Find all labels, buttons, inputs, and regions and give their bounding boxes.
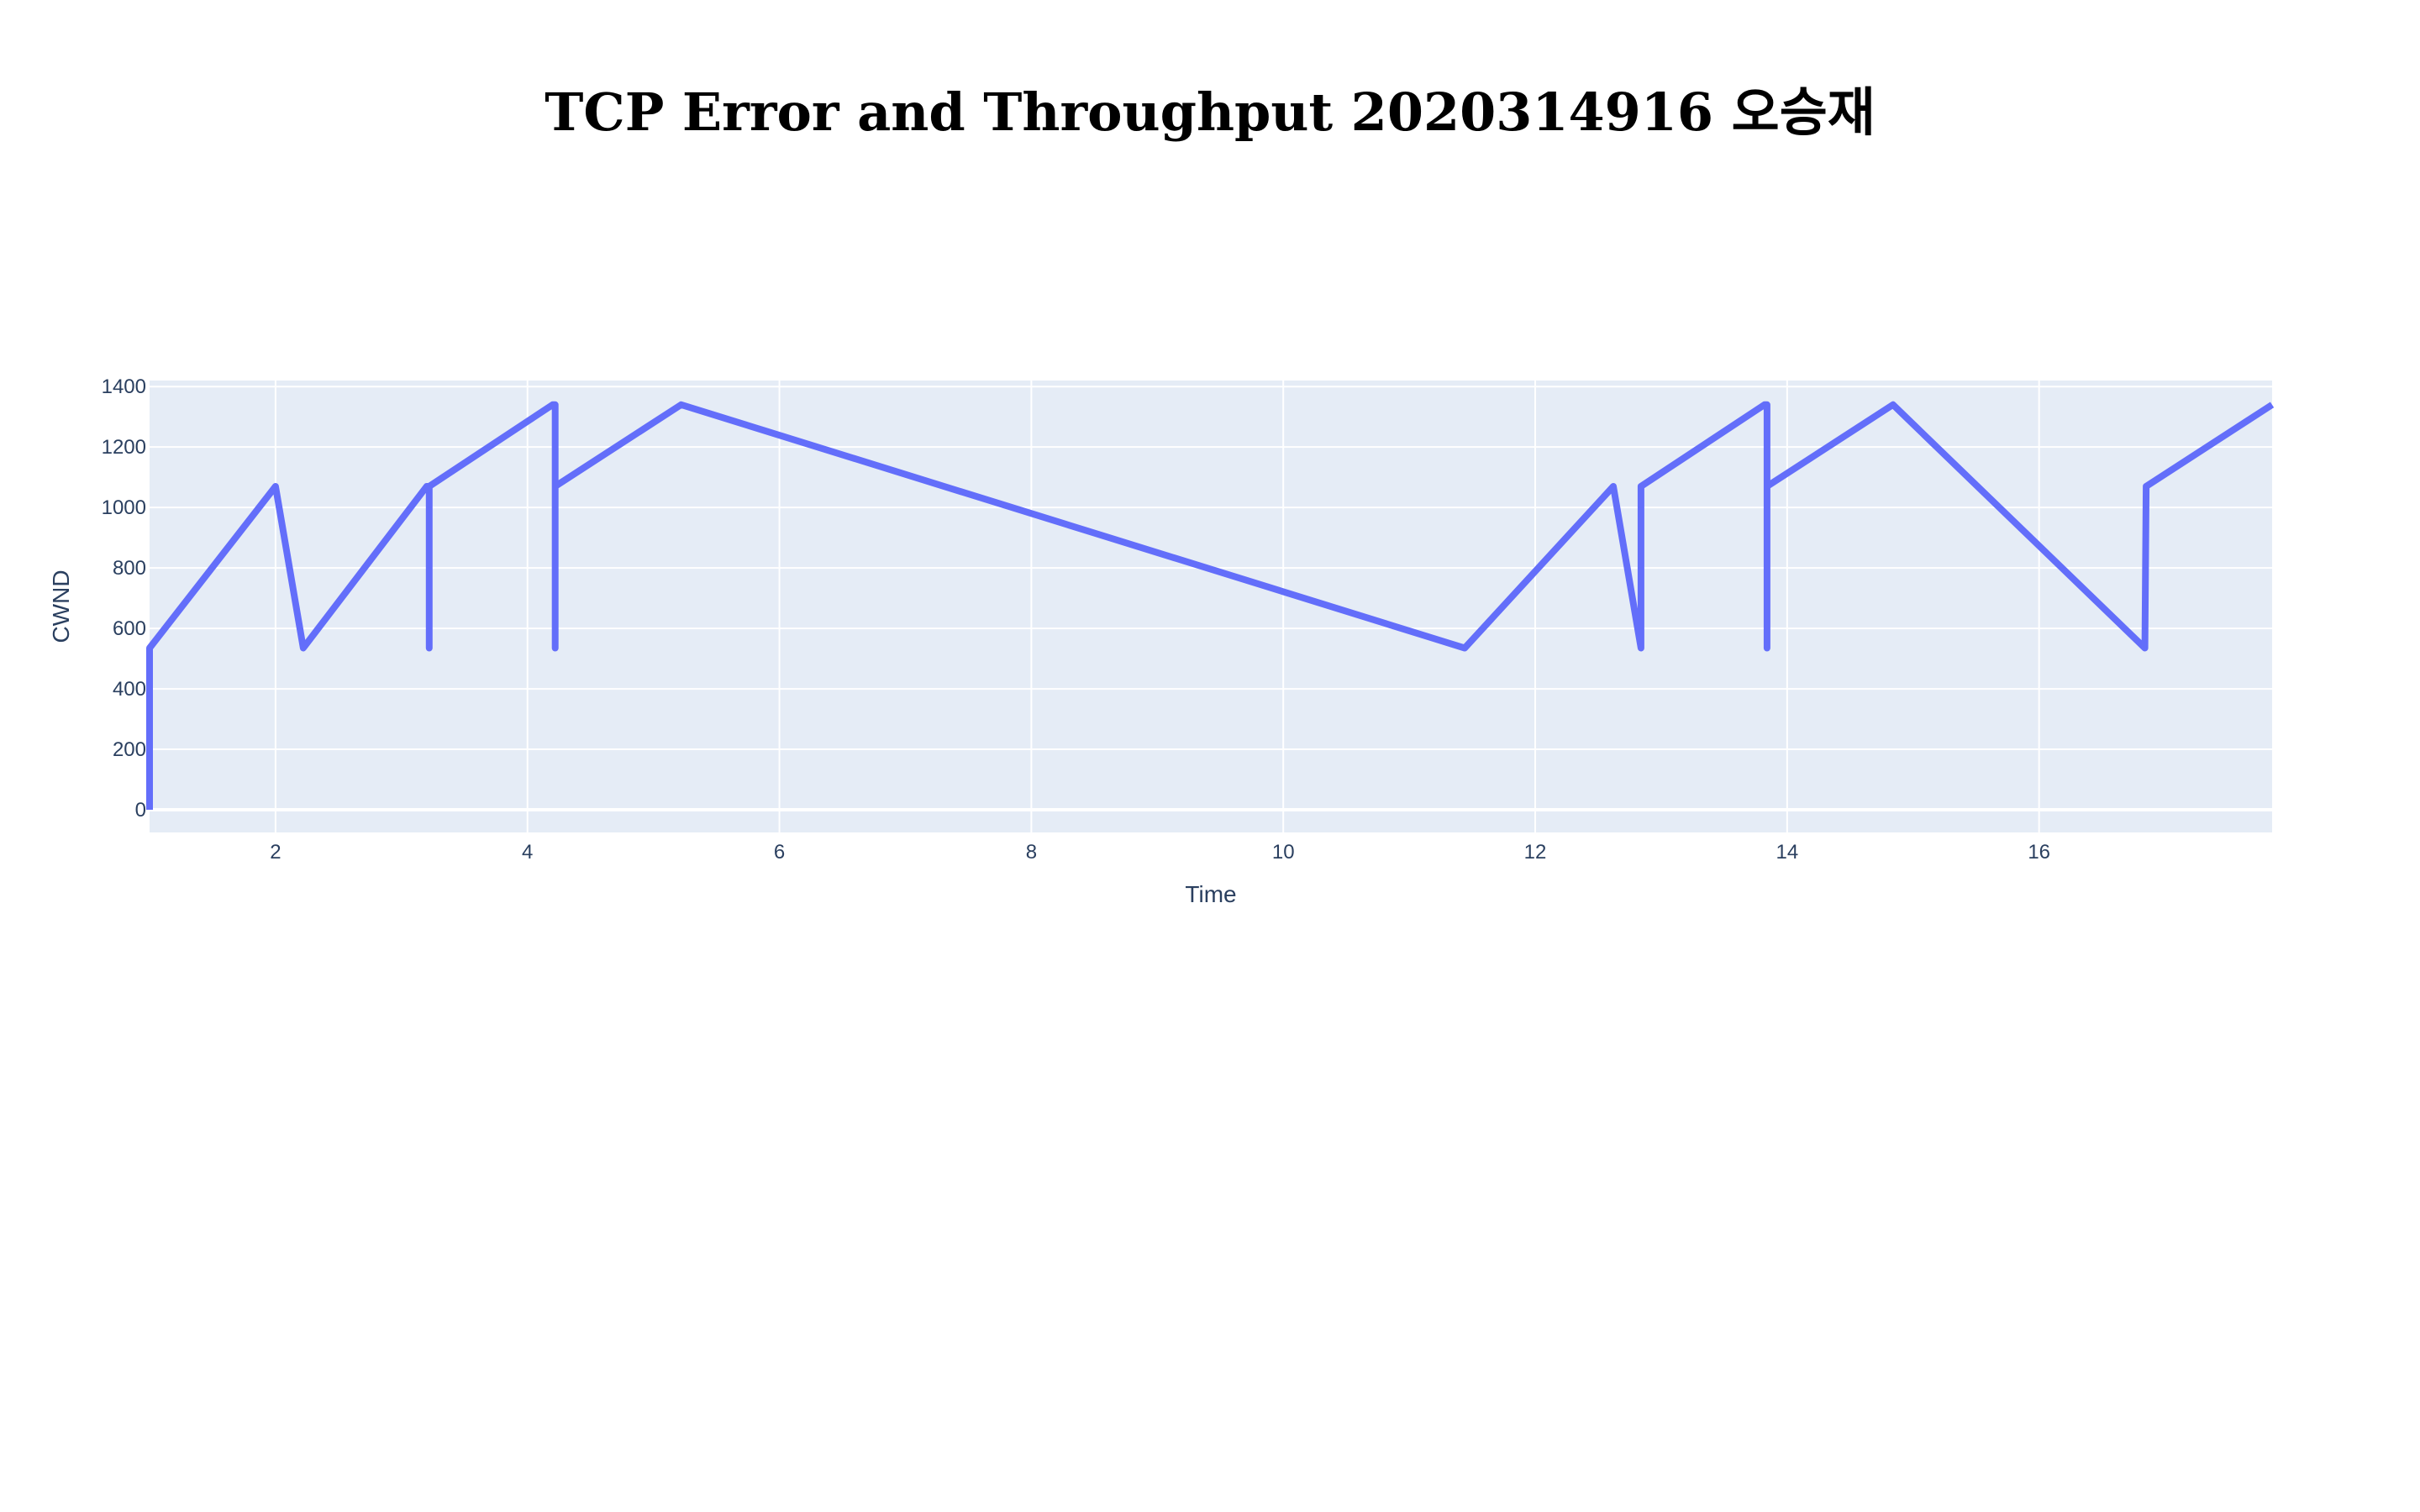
y-tick-label: 400 [113, 678, 146, 701]
plot-area [150, 381, 2272, 832]
x-tick-label: 2 [270, 841, 281, 864]
y-tick-label: 600 [113, 617, 146, 640]
x-tick-label: 4 [522, 841, 533, 864]
x-axis-title: Time [1185, 881, 1236, 907]
tick-labels: 2 4 6 8 10 12 14 16 0 200 400 600 800 1000 1200 1400 [102, 375, 2050, 864]
y-tick-label: 0 [135, 799, 146, 822]
y-axis-title: CWND [48, 570, 74, 643]
x-tick-label: 14 [1776, 841, 1798, 864]
y-tick-label: 1200 [102, 436, 146, 459]
y-tick-label: 1400 [102, 375, 146, 398]
x-tick-label: 16 [2028, 841, 2050, 864]
x-tick-label: 8 [1026, 841, 1037, 864]
x-tick-label: 10 [1272, 841, 1295, 864]
series-layer [146, 401, 2275, 810]
y-tick-label: 200 [113, 738, 146, 761]
x-tick-label: 12 [1524, 841, 1547, 864]
y-tick-label: 800 [113, 557, 146, 580]
series-line [146, 401, 2275, 810]
y-tick-label: 1000 [102, 496, 146, 519]
chart-title: TCP Error and Throughput 2020314916 오승재 [544, 81, 1876, 143]
x-tick-label: 6 [774, 841, 785, 864]
